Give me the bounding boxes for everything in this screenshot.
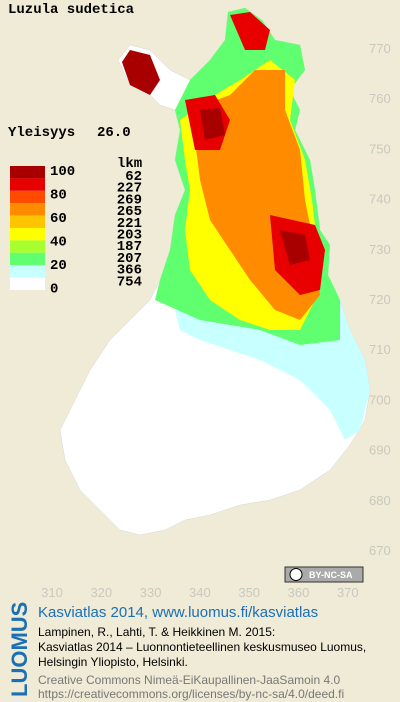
y-axis-label: 740 (369, 192, 391, 207)
footer-citation: Lampinen, R., Lahti, T. & Heikkinen M. 2… (38, 625, 275, 639)
y-axis-label: 670 (369, 543, 391, 558)
scale-label: 20 (50, 258, 67, 274)
legend-swatch (10, 252, 45, 266)
count-label: 366 (117, 263, 142, 279)
legend-swatch (10, 203, 45, 216)
footer-heading: Kasviatlas 2014, www.luomus.fi/kasviatla… (38, 604, 318, 621)
logo: LUOMUS (7, 602, 32, 697)
x-axis-label: 350 (238, 585, 260, 600)
count-label: 187 (117, 239, 142, 255)
legend-swatch (10, 240, 45, 253)
footer-license: https://creativecommons.org/licenses/by-… (38, 687, 344, 701)
count-header: lkm (117, 156, 142, 172)
y-axis-label: 750 (369, 141, 391, 156)
y-axis-label: 760 (369, 91, 391, 106)
map-title: Luzula sudetica (8, 2, 135, 18)
y-axis-label: 720 (369, 292, 391, 307)
legend-swatch (10, 215, 45, 228)
count-label: 207 (117, 251, 142, 267)
legend-swatch (10, 265, 45, 278)
y-axis-label: 690 (369, 443, 391, 458)
y-axis-label: 710 (369, 342, 391, 357)
cc-icon (289, 568, 303, 581)
y-axis-label: 680 (369, 493, 391, 508)
count-label: 62 (125, 169, 142, 185)
scale-label: 100 (50, 164, 75, 180)
count-label: 269 (117, 192, 142, 208)
count-label: 221 (117, 216, 142, 232)
x-axis-label: 310 (41, 585, 63, 600)
legend-swatch (10, 277, 45, 290)
license-badge: BY-NC-SA (284, 566, 364, 583)
footer-citation: Helsingin Yliopisto, Helsinki. (38, 655, 188, 669)
legend-swatch (10, 228, 45, 241)
legend-swatch (10, 178, 45, 191)
range-dark (200, 108, 225, 140)
scale-label: 60 (50, 211, 67, 227)
y-axis-label: 770 (369, 41, 391, 56)
scale-label: 80 (50, 188, 67, 204)
x-axis-label: 330 (140, 585, 162, 600)
y-axis-label: 700 (369, 392, 391, 407)
range-dark (122, 50, 160, 95)
x-axis-label: 370 (337, 585, 359, 600)
range-red (230, 12, 270, 50)
count-label: 265 (117, 204, 142, 220)
legend-swatch (10, 166, 45, 179)
frequency-label: Yleisyys (8, 125, 75, 141)
x-axis-label: 360 (288, 585, 310, 600)
axes: 310 320 330 340 350 360 370 770 760 750 740 730 720 7… (41, 41, 391, 600)
x-axis-label: 340 (189, 585, 211, 600)
count-label: 227 (117, 181, 142, 197)
scale-label: 0 (50, 282, 58, 298)
legend: 100 80 60 40 20 0 6222726926522120318720736675… (10, 164, 142, 298)
range-dark (280, 230, 310, 265)
legend-swatch (10, 190, 45, 204)
badge-box (284, 566, 364, 583)
x-axis-label: 320 (90, 585, 112, 600)
count-label: 754 (117, 274, 142, 290)
scale-label: 40 (50, 235, 67, 251)
footer-citation: Kasviatlas 2014 – Luonnontieteellinen ke… (38, 640, 366, 654)
y-axis-label: 730 (369, 242, 391, 257)
frequency-value: 26.0 (97, 125, 131, 141)
map (59, 7, 371, 536)
badge-text: BY-NC-SA (309, 570, 353, 580)
footer-license: Creative Commons Nimeä-EiKaupallinen-Jaa… (38, 673, 340, 687)
count-label: 203 (117, 228, 142, 244)
